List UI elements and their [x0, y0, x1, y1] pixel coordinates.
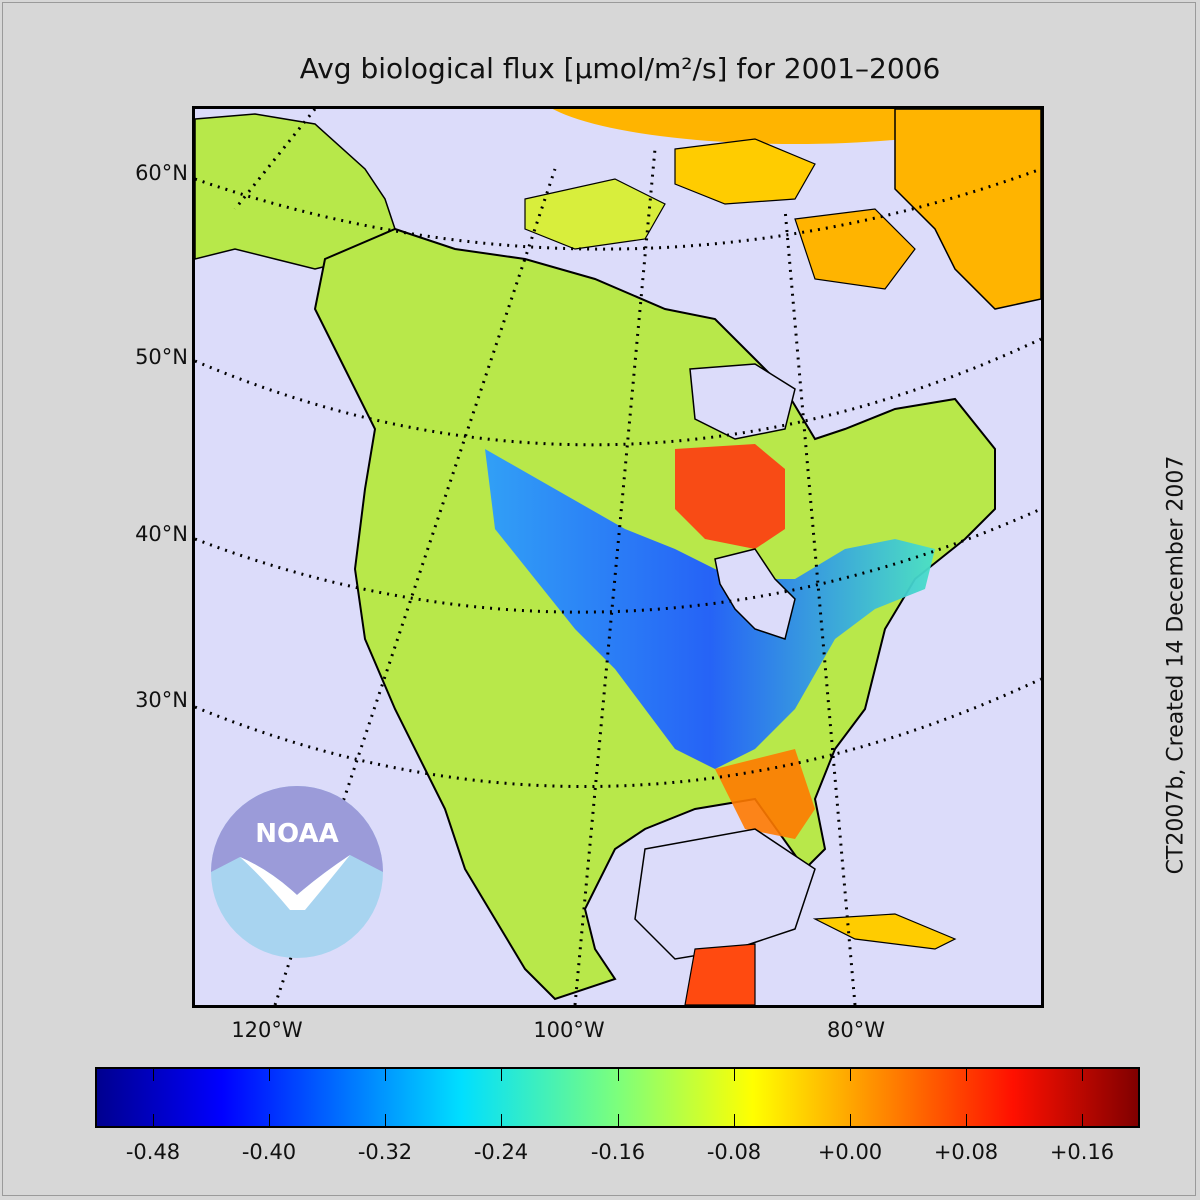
lat-label-40n: 40°N	[135, 522, 188, 546]
colorbar-tick-mark	[269, 1114, 270, 1126]
colorbar-tick-mark	[269, 1069, 270, 1081]
arctic-island-a	[524, 178, 666, 250]
colorbar-tick-mark	[153, 1114, 154, 1126]
creation-note: CT2007b, Created 14 December 2007	[1163, 455, 1189, 875]
yucatan-peninsula	[684, 943, 756, 1005]
colorbar-gradient	[97, 1069, 1138, 1126]
colorbar-tick-mark	[153, 1069, 154, 1081]
lat-label-30n: 30°N	[135, 688, 188, 712]
colorbar-tick-mark	[734, 1114, 735, 1126]
colorbar-tick-label: -0.24	[473, 1140, 529, 1164]
gulf-of-mexico	[634, 828, 816, 960]
noaa-logo-text: NOAA	[255, 819, 338, 849]
noaa-logo-top	[211, 786, 383, 895]
lon-label-100w: 100°W	[533, 1018, 605, 1042]
colorbar-tick-mark	[501, 1114, 502, 1126]
colorbar-tick-mark	[618, 1069, 619, 1081]
lat-label-50n: 50°N	[135, 345, 188, 369]
figure-title: Avg biological flux [μmol/m²/s] for 2001…	[299, 52, 941, 85]
map-canvas	[195, 109, 1041, 1005]
hudson-bay	[689, 363, 796, 440]
baffin-island	[794, 208, 916, 290]
colorbar-tick-mark	[385, 1114, 386, 1126]
arctic-island-b	[674, 138, 816, 205]
southeast-source-patch	[715, 749, 815, 839]
colorbar-tick-mark	[501, 1069, 502, 1081]
colorbar-tick-mark	[618, 1114, 619, 1126]
colorbar-tick-mark	[734, 1069, 735, 1081]
lon-label-120w: 120°W	[231, 1018, 303, 1042]
carbon-source-region	[675, 444, 785, 549]
longitude-lines	[233, 109, 857, 1005]
colorbar-tick-label: -0.32	[357, 1140, 413, 1164]
colorbar-tick-mark	[1082, 1114, 1083, 1126]
colorbar-tick-label: -0.08	[706, 1140, 762, 1164]
colorbar-tick-label: +0.16	[1049, 1140, 1115, 1164]
noaa-logo: NOAA	[211, 786, 383, 958]
cuba-island	[812, 913, 957, 950]
greenland-landmass	[894, 109, 1041, 310]
colorbar-tick-mark	[966, 1114, 967, 1126]
latitude-lines	[195, 167, 1041, 789]
colorbar-tick-mark	[966, 1069, 967, 1081]
colorbar-tick-label: -0.40	[241, 1140, 297, 1164]
colorbar-tick-mark	[1082, 1069, 1083, 1081]
lat-label-60n: 60°N	[135, 161, 188, 185]
colorbar-tick-mark	[850, 1069, 851, 1081]
carbon-uptake-region	[485, 449, 935, 769]
colorbar-tick-label: +0.08	[933, 1140, 999, 1164]
noaa-logo-gull	[240, 855, 350, 910]
colorbar-tick-mark	[385, 1069, 386, 1081]
lon-label-80w: 80°W	[827, 1018, 885, 1042]
great-lakes	[714, 548, 796, 640]
colorbar	[95, 1067, 1140, 1128]
colorbar-tick-label: -0.16	[590, 1140, 646, 1164]
colorbar-tick-label: +0.00	[817, 1140, 883, 1164]
colorbar-tick-label: -0.48	[125, 1140, 181, 1164]
colorbar-tick-mark	[850, 1114, 851, 1126]
